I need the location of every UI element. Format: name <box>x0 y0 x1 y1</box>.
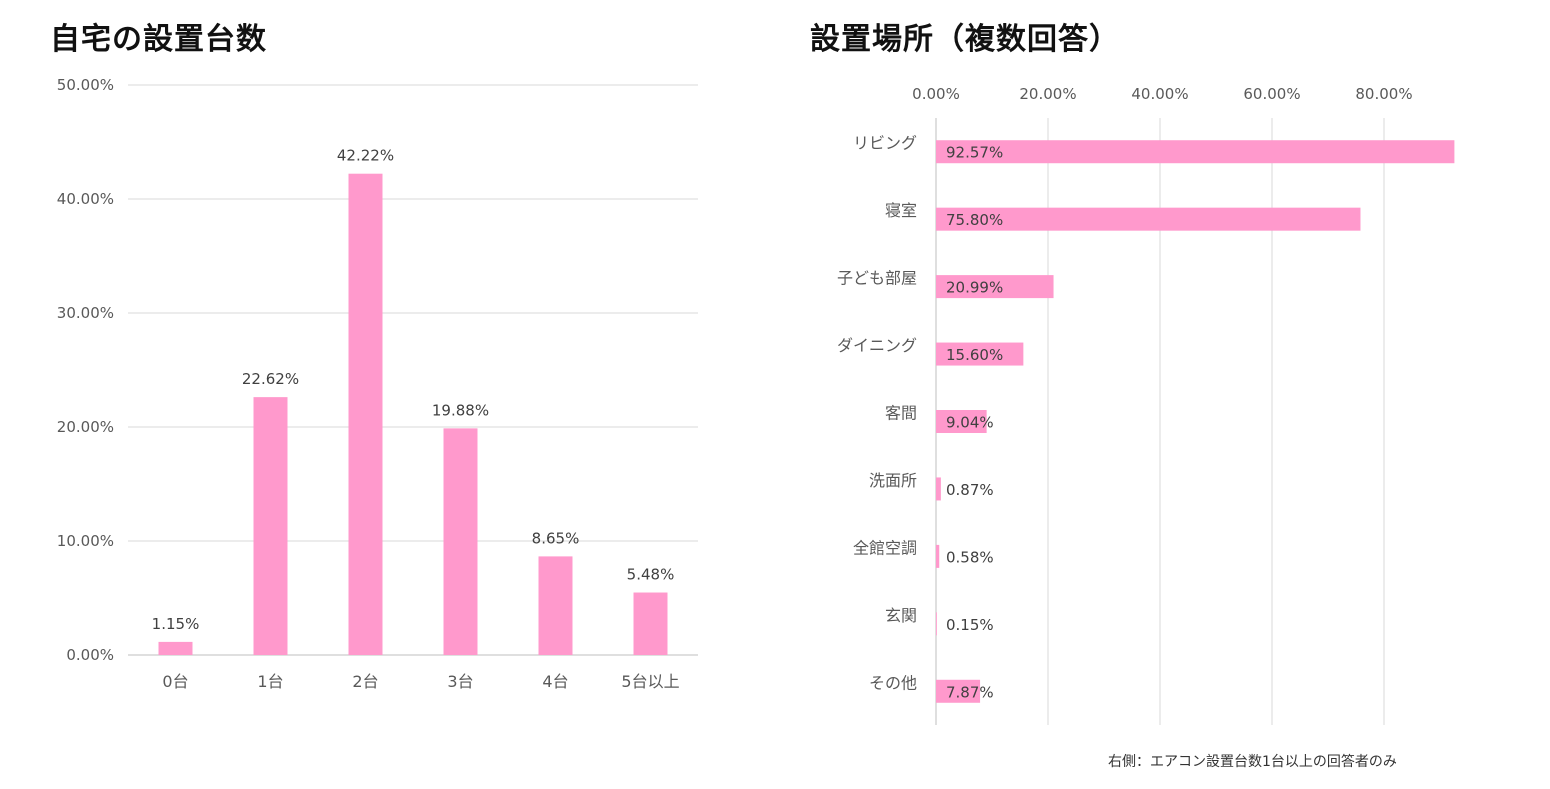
bar <box>633 592 668 655</box>
x-tick-label: 20.00% <box>1019 85 1076 103</box>
y-category-label: 客間 <box>885 404 917 423</box>
bar <box>253 397 288 655</box>
data-label: 8.65% <box>532 529 580 547</box>
data-label: 92.57% <box>946 144 1003 162</box>
y-tick-label: 0.00% <box>66 646 114 664</box>
bar <box>443 428 478 655</box>
y-tick-label: 50.00% <box>57 76 114 94</box>
bar <box>936 544 940 568</box>
data-label: 0.15% <box>946 616 994 634</box>
bar <box>936 612 937 636</box>
bar <box>348 173 383 655</box>
data-label: 15.60% <box>946 346 1003 364</box>
y-category-label: リビング <box>853 134 917 153</box>
bar <box>936 140 1455 164</box>
bar <box>158 641 193 655</box>
data-label: 0.58% <box>946 548 994 566</box>
x-category-label: 1台 <box>257 672 283 691</box>
y-tick-label: 30.00% <box>57 304 114 322</box>
x-tick-label: 60.00% <box>1243 85 1300 103</box>
bar <box>936 477 941 501</box>
x-category-label: 2台 <box>352 672 378 691</box>
footnote: 右側：エアコン設置台数1台以上の回答者のみ <box>1108 754 1397 770</box>
bar <box>936 342 1024 366</box>
data-label: 0.87% <box>946 481 994 499</box>
right-chart-title: 設置場所（複数回答） <box>810 22 1120 57</box>
left-chart-title: 自宅の設置台数 <box>50 22 267 57</box>
y-category-label: 洗面所 <box>869 471 917 490</box>
y-tick-label: 40.00% <box>57 190 114 208</box>
bar <box>936 207 1361 231</box>
y-tick-label: 20.00% <box>57 418 114 436</box>
x-tick-label: 40.00% <box>1131 85 1188 103</box>
bar <box>936 679 981 703</box>
data-label: 19.88% <box>432 401 489 419</box>
bar <box>936 410 987 433</box>
data-label: 20.99% <box>946 279 1003 297</box>
x-category-label: 3台 <box>447 672 473 691</box>
x-category-label: 0台 <box>162 672 188 691</box>
data-label: 22.62% <box>242 370 299 388</box>
data-label: 5.48% <box>627 566 675 584</box>
data-label: 1.15% <box>152 615 200 633</box>
x-category-label: 4台 <box>542 672 568 691</box>
y-category-label: 全館空調 <box>853 538 917 557</box>
data-label: 42.22% <box>337 147 394 165</box>
bar <box>936 275 1054 299</box>
x-tick-label: 0.00% <box>912 85 960 103</box>
data-label: 9.04% <box>946 414 994 432</box>
data-label: 75.80% <box>946 211 1003 229</box>
unit-count-bar-chart: 0.00% 10.00% 20.00% 30.00% 40.00% 50.00% 1.15%… <box>57 76 698 691</box>
y-category-label: ダイニング <box>837 336 917 355</box>
x-category-label: 5台以上 <box>621 672 679 691</box>
y-category-label: その他 <box>869 673 917 692</box>
y-category-label: 子ども部屋 <box>837 269 917 288</box>
y-category-label: 寝室 <box>885 201 917 220</box>
y-category-label: 玄関 <box>885 606 917 625</box>
bar <box>538 556 573 655</box>
x-tick-label: 80.00% <box>1355 85 1412 103</box>
data-label: 7.87% <box>946 683 994 701</box>
y-tick-label: 10.00% <box>57 532 114 550</box>
